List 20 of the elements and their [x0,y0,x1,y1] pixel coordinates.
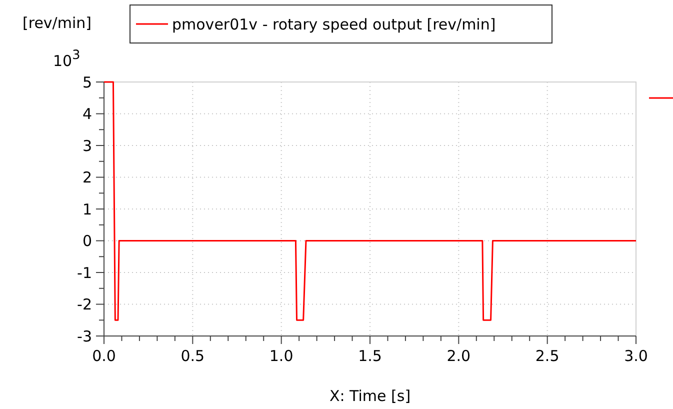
y-tick-label: -3 [77,327,92,346]
y-axis-title: [rev/min] [22,14,92,32]
y-tick-label: 1 [82,200,92,218]
y-tick-label: -2 [77,296,92,314]
legend-label: pmover01v - rotary speed output [rev/min] [172,15,496,34]
y-tick-label: 3 [82,136,92,155]
x-tick-label: 3.0 [624,347,648,365]
y-tick-label: 5 [82,73,92,92]
x-tick-label: 0.5 [180,347,205,365]
x-tick-label: 0.0 [92,347,116,365]
x-tick-label: 2.5 [535,347,560,365]
x-tick-label: 2.0 [446,347,471,365]
x-axis-title: X: Time [s] [329,387,411,405]
y-tick-label: 2 [82,168,92,186]
y-tick-label: 0 [82,232,92,250]
x-tick-label: 1.5 [358,347,382,365]
x-tick-label: 1.0 [269,347,294,365]
y-tick-label: -1 [77,264,92,282]
text: 10$^{3}$ [53,48,80,70]
y-tick-label: 4 [82,105,92,123]
